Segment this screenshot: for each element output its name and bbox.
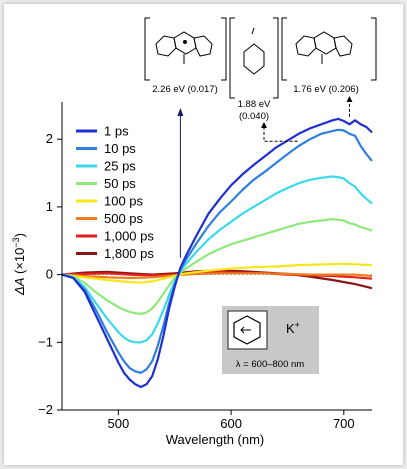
- x-tick-label-0: 500: [108, 416, 130, 431]
- transient-absorption-chart: 2.26 eV (0.017) 1.88 eV (0.040) 1.76 eV …: [11, 17, 377, 447]
- legend-label-4: 100 ps: [104, 194, 144, 209]
- annotation-arrows: [177, 96, 353, 258]
- series-line-6: [61, 270, 373, 280]
- legend-label-1: 10 ps: [104, 141, 136, 156]
- plot-area: [61, 117, 373, 389]
- structure-diagrams: 2.26 eV (0.017) 1.88 eV (0.040) 1.76 eV …: [144, 17, 377, 122]
- annotation-arrow-2: [263, 127, 298, 142]
- x-tick-label-1: 600: [220, 416, 242, 431]
- inset-ion-label: K+: [286, 320, 300, 336]
- legend-label-2: 25 ps: [104, 159, 136, 174]
- inset-box: K+ λ = 600–800 nm: [222, 306, 319, 374]
- y-tick-label-1: −1: [38, 334, 53, 349]
- legend-label-5: 500 ps: [104, 211, 144, 226]
- benzene-ring-icon: [233, 315, 261, 345]
- y-tick-label-4: 2: [46, 131, 53, 146]
- inset-wavelength-label: λ = 600–800 nm: [236, 359, 304, 370]
- axes: 500 600 700 −2 −1 0 1 2: [38, 102, 372, 431]
- annotation-arrowhead-2: [261, 122, 267, 128]
- acridinyl-radical-structure: [144, 17, 227, 81]
- annotation-energy-2-line1: 1.88 eV: [238, 99, 271, 110]
- x-axis-title: Wavelength (nm): [166, 432, 265, 447]
- figure-frame: 2.26 eV (0.017) 1.88 eV (0.040) 1.76 eV …: [4, 4, 403, 465]
- annotation-arrowhead-3: [346, 96, 353, 102]
- legend-label-7: 1,800 ps: [104, 246, 154, 261]
- annotation-arrowhead-1: [177, 108, 184, 116]
- legend-label-0: 1 ps: [104, 124, 129, 139]
- y-tick-label-2: 0: [46, 267, 53, 282]
- x-tick-label-2: 700: [333, 416, 355, 431]
- legend-label-3: 50 ps: [104, 176, 136, 191]
- legend: 1 ps 10 ps 25 ps 50 ps 100 ps 500 ps 1,000 ps 1…: [76, 124, 154, 261]
- series-line-3: [61, 218, 373, 315]
- y-axis-title: ΔA (×10−3): [11, 233, 27, 296]
- legend-label-6: 1,000 ps: [104, 229, 154, 244]
- series-line-5: [61, 272, 373, 280]
- annotation-energy-1: 2.26 eV (0.017): [152, 84, 218, 95]
- series-line-1: [61, 128, 373, 374]
- series-line-0: [61, 117, 373, 389]
- y-tick-label-3: 1: [46, 199, 53, 214]
- acridine-anion-structure: [281, 17, 377, 81]
- series-line-2: [61, 175, 373, 344]
- annotation-energy-3: 1.76 eV (0.206): [293, 84, 359, 95]
- annotation-energy-2-line2: (0.040): [239, 111, 269, 122]
- y-tick-label-0: −2: [38, 402, 53, 417]
- benzene-radical-anion-structure: [229, 17, 279, 99]
- series-line-4: [61, 262, 373, 284]
